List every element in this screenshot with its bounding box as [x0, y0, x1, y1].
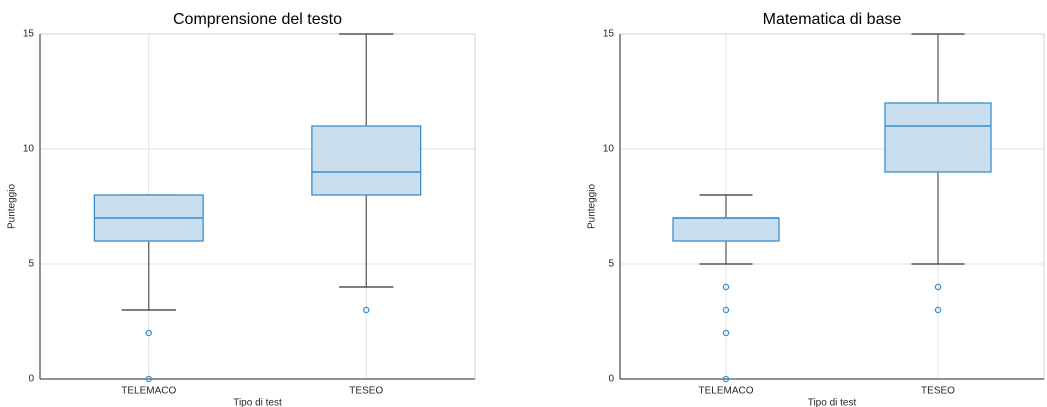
y-tick-label: 15 — [23, 29, 35, 40]
plot-frame — [619, 33, 1045, 380]
box — [884, 102, 992, 173]
y-tick-label: 0 — [28, 374, 34, 385]
x-tick-label: TELEMACO — [698, 386, 753, 397]
y-axis-label: Punteggio — [7, 184, 18, 229]
y-axis-label: Punteggio — [587, 184, 598, 229]
x-tick-label: TESEO — [349, 386, 383, 397]
y-tick-label: 10 — [603, 144, 615, 155]
outlier — [145, 329, 152, 337]
outlier — [722, 306, 730, 314]
x-tick-label: TESEO — [921, 386, 955, 397]
outlier — [145, 375, 152, 383]
box — [311, 125, 422, 196]
y-tick-label: 10 — [23, 144, 35, 155]
outlier — [722, 375, 730, 383]
chart-title: Comprensione del testo — [173, 11, 342, 28]
x-axis-label: Tipo di test — [808, 398, 857, 407]
y-tick-label: 0 — [608, 374, 614, 385]
chart-title: Matematica di base — [763, 11, 902, 28]
y-tick-label: 15 — [603, 29, 615, 40]
x-axis-label: Tipo di test — [233, 398, 282, 407]
y-tick-label: 5 — [608, 259, 614, 270]
y-tick-label: 5 — [28, 259, 34, 270]
outlier — [722, 329, 730, 337]
outlier — [722, 283, 730, 291]
outlier — [934, 306, 942, 314]
outlier — [362, 306, 370, 314]
outlier — [934, 283, 942, 291]
x-tick-label: TELEMACO — [121, 386, 176, 397]
box — [672, 217, 780, 242]
